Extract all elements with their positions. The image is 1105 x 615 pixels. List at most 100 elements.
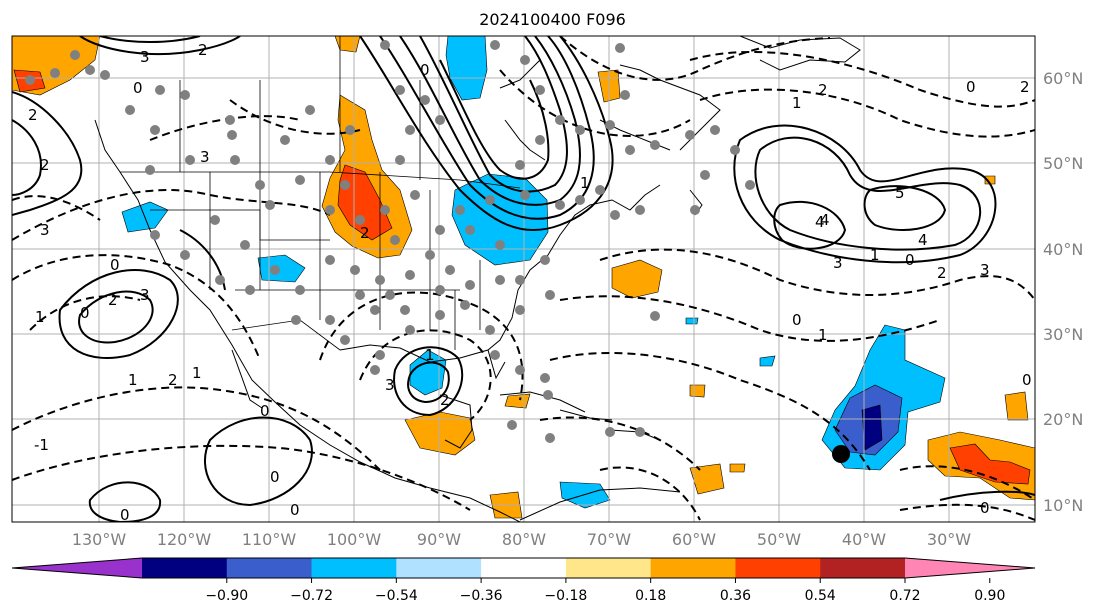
- svg-text:100°W: 100°W: [327, 530, 382, 549]
- svg-text:2: 2: [168, 371, 178, 389]
- shade-blue-sw: [257, 254, 306, 283]
- svg-text:3: 3: [140, 286, 150, 304]
- svg-text:0: 0: [792, 311, 802, 329]
- shade-blue-canada: [445, 36, 488, 101]
- latitude-labels: 60°N 50°N 40°N 30°N 20°N 10°N: [1043, 69, 1083, 515]
- colorbar-segment: [311, 558, 397, 578]
- svg-text:3: 3: [200, 148, 210, 166]
- colorbar-tick-label: 0.72: [889, 588, 920, 604]
- svg-text:60°W: 60°W: [672, 530, 716, 549]
- colorbar-tick-label: −0.54: [375, 588, 418, 604]
- svg-text:1: 1: [580, 174, 590, 192]
- colorbar-extend-low: [12, 558, 142, 578]
- svg-text:130°W: 130°W: [72, 530, 127, 549]
- shade-orange-small1: [729, 463, 746, 473]
- svg-text:3: 3: [140, 48, 150, 66]
- political-borders: [120, 36, 521, 351]
- svg-text:2: 2: [440, 391, 450, 409]
- shade-orange-small3: [984, 175, 996, 185]
- shade-orange-small2: [689, 384, 706, 398]
- colorbar-segment: [481, 558, 567, 578]
- svg-text:2: 2: [360, 224, 370, 242]
- svg-text:1: 1: [35, 308, 45, 326]
- svg-text:5: 5: [895, 184, 905, 202]
- svg-text:30°W: 30°W: [927, 530, 971, 549]
- shade-orange-east2: [1004, 391, 1029, 421]
- colorbar-tick-label: 0.36: [720, 588, 751, 604]
- figure-title: 2024100400 F096: [479, 10, 626, 29]
- svg-text:0: 0: [260, 402, 270, 420]
- svg-text:4: 4: [820, 211, 830, 229]
- colorbar-tick-label: 0.90: [974, 588, 1005, 604]
- shade-orange-cuba: [504, 393, 531, 409]
- colorbar: −0.90 −0.72 −0.54 −0.36 −0.18 0.18 0.36 0.54 0.7…: [11, 557, 1036, 604]
- colorbar-segment: [226, 558, 313, 578]
- storm-center-marker: [832, 445, 850, 463]
- colorbar-tick-label: −0.36: [460, 588, 503, 604]
- shade-orange-atlantic-s: [689, 463, 725, 495]
- colorbar-tick-label: −0.18: [544, 588, 587, 604]
- negative-contours: [12, 36, 1035, 521]
- map-frame: [11, 35, 1036, 523]
- svg-text:50°W: 50°W: [757, 530, 801, 549]
- svg-text:120°W: 120°W: [157, 530, 212, 549]
- colorbar-segment: [396, 558, 482, 578]
- svg-text:110°W: 110°W: [242, 530, 297, 549]
- svg-text:2: 2: [818, 81, 828, 99]
- svg-text:3: 3: [385, 376, 395, 394]
- svg-text:1: 1: [192, 364, 202, 382]
- svg-text:0: 0: [80, 304, 90, 322]
- svg-text:40°W: 40°W: [842, 530, 886, 549]
- svg-text:2: 2: [937, 264, 947, 282]
- svg-text:-1: -1: [34, 436, 49, 454]
- svg-text:2: 2: [1020, 78, 1030, 96]
- svg-text:90°W: 90°W: [417, 530, 461, 549]
- svg-text:80°W: 80°W: [502, 530, 546, 549]
- svg-text:3: 3: [40, 221, 50, 239]
- svg-text:1: 1: [792, 94, 802, 112]
- shade-red-east: [949, 443, 1031, 485]
- svg-text:0: 0: [1022, 371, 1032, 389]
- colorbar-outline: [11, 557, 1036, 579]
- station-dots: [25, 40, 755, 443]
- colorbar-segment: [820, 558, 906, 578]
- svg-text:20°N: 20°N: [1043, 410, 1083, 429]
- svg-text:60°N: 60°N: [1043, 69, 1083, 88]
- svg-text:2: 2: [28, 106, 38, 124]
- svg-text:0: 0: [270, 468, 280, 486]
- shade-red-plains: [337, 164, 393, 241]
- colorbar-tick-label: −0.72: [290, 588, 333, 604]
- svg-text:4: 4: [918, 231, 928, 249]
- svg-text:2: 2: [40, 156, 50, 174]
- svg-text:0: 0: [966, 78, 976, 96]
- svg-text:0: 0: [290, 501, 300, 519]
- svg-text:50°N: 50°N: [1043, 154, 1083, 173]
- colorbar-tick-label: 0.54: [805, 588, 836, 604]
- svg-text:0: 0: [133, 79, 143, 97]
- colorbar-extend-high: [905, 558, 1035, 578]
- shade-blue-small1: [759, 355, 776, 367]
- contour-labels: 3 2 0 2 4 1 3 0 2 3 2 0 1 2 0 1 2 3 4 5 …: [28, 41, 1032, 522]
- colorbar-tick-label: 0.18: [635, 588, 666, 604]
- svg-text:1: 1: [818, 326, 828, 344]
- svg-text:0: 0: [980, 499, 990, 517]
- colorbar-segment: [565, 558, 652, 578]
- colorbar-segment: [735, 558, 821, 578]
- svg-text:0: 0: [420, 61, 430, 79]
- svg-text:30°N: 30°N: [1043, 325, 1083, 344]
- colorbar-tick-label: −0.90: [205, 588, 248, 604]
- longitude-labels: 130°W 120°W 110°W 100°W 90°W 80°W 70°W 6…: [72, 530, 971, 549]
- svg-text:0: 0: [110, 256, 120, 274]
- shade-blue-small2: [685, 317, 699, 325]
- svg-text:1: 1: [870, 246, 880, 264]
- svg-text:3: 3: [833, 254, 843, 272]
- svg-text:1: 1: [425, 346, 435, 364]
- colorbar-segment: [142, 558, 228, 578]
- svg-text:1: 1: [128, 371, 138, 389]
- positive-contours: [12, 36, 1035, 522]
- shade-orange-atlantic: [611, 259, 663, 299]
- svg-text:40°N: 40°N: [1043, 240, 1083, 259]
- svg-text:10°N: 10°N: [1043, 496, 1083, 515]
- colorbar-segment: [650, 558, 736, 578]
